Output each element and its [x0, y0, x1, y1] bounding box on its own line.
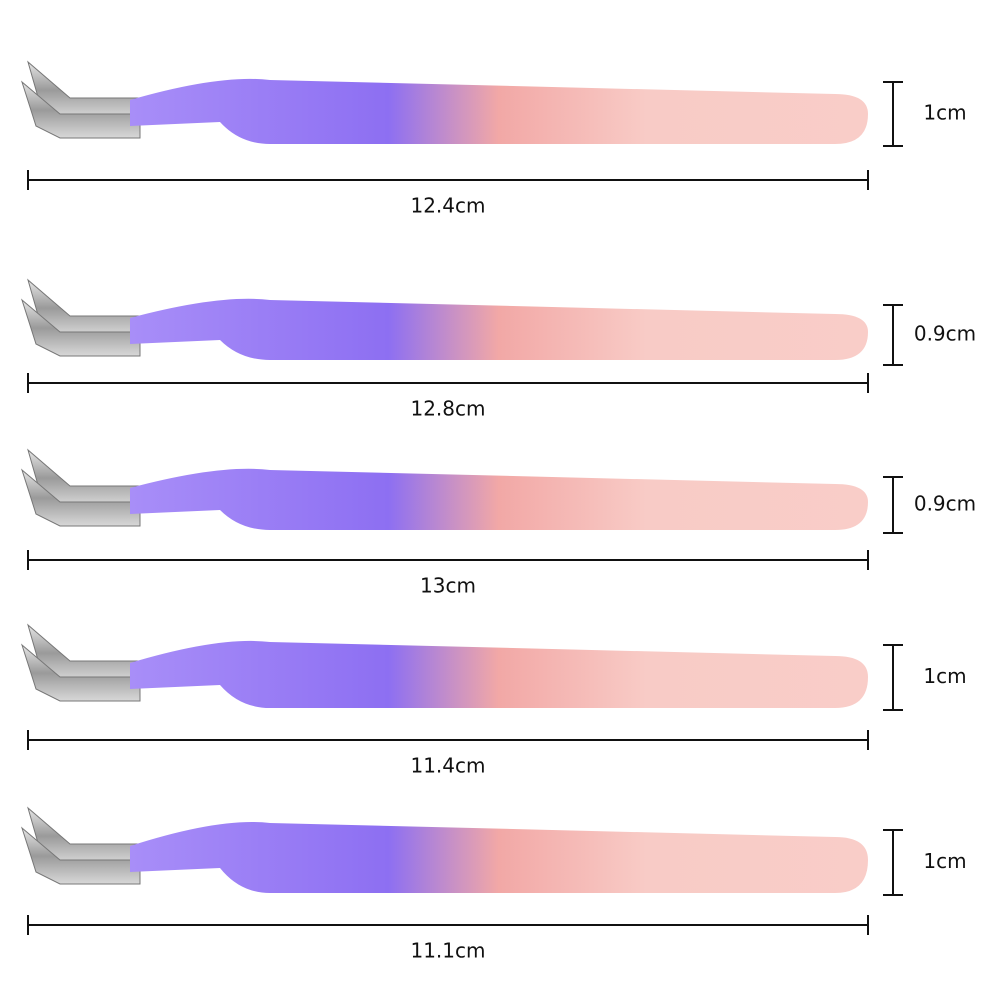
- tweezer-tip: [20, 80, 141, 139]
- tweezer-body: [130, 468, 868, 530]
- length-label: 12.8cm: [410, 397, 485, 421]
- length-label: 11.1cm: [410, 939, 485, 963]
- length-label: 11.4cm: [410, 754, 485, 778]
- length-label: 12.4cm: [410, 194, 485, 218]
- width-label: 1cm: [923, 664, 966, 688]
- width-label: 1cm: [923, 101, 966, 125]
- tweezer-tip: [20, 468, 141, 527]
- tweezer-body: [130, 78, 868, 144]
- tweezer-body: [130, 298, 868, 360]
- tweezer-body: [130, 821, 868, 893]
- length-label: 13cm: [420, 574, 476, 598]
- tweezer-tip: [20, 643, 141, 702]
- tweezer-tip: [20, 826, 141, 885]
- width-label: 1cm: [923, 849, 966, 873]
- tweezer-body: [130, 640, 868, 708]
- width-label: 0.9cm: [914, 492, 976, 516]
- width-label: 0.9cm: [914, 322, 976, 346]
- tweezer-tip: [20, 298, 141, 357]
